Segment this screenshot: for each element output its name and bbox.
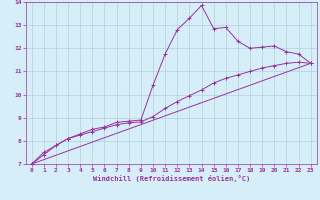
X-axis label: Windchill (Refroidissement éolien,°C): Windchill (Refroidissement éolien,°C) (92, 175, 250, 182)
